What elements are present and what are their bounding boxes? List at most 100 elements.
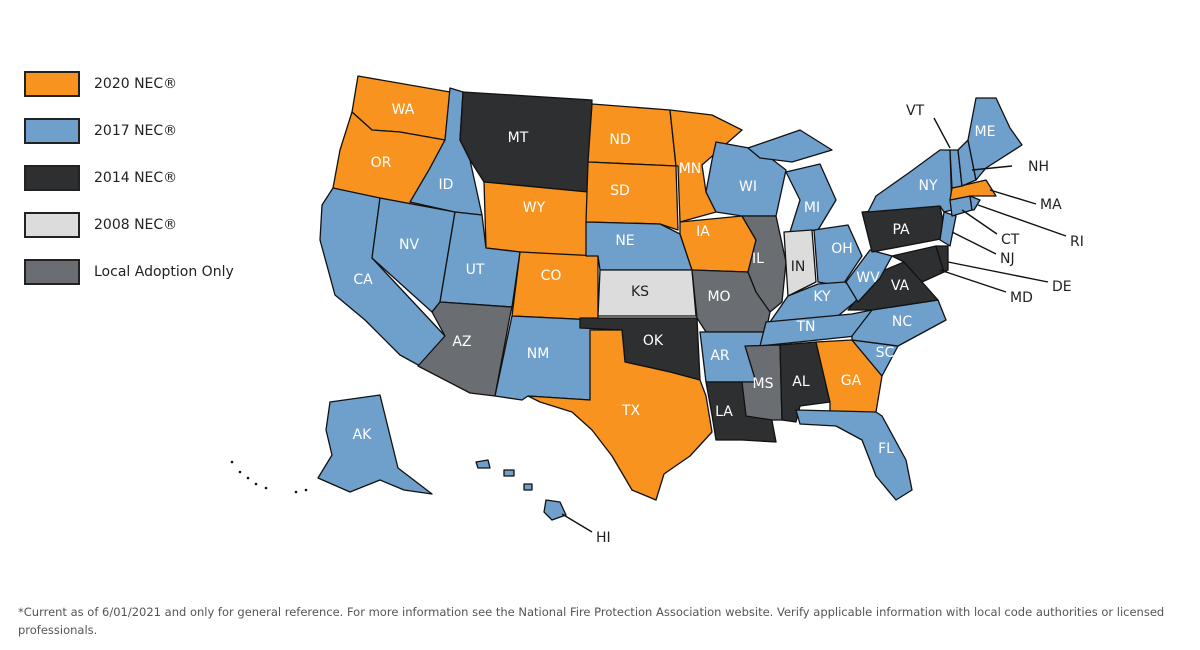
state-hi [503, 469, 515, 477]
state-label-ia: IA [696, 224, 710, 240]
alaska-island [238, 470, 242, 474]
state-label-hi: HI [596, 530, 611, 546]
state-label-sd: SD [610, 183, 630, 199]
state-de [935, 245, 949, 273]
state-hi [543, 499, 567, 521]
state-label-az: AZ [452, 334, 471, 350]
state-label-ca: CA [353, 272, 373, 288]
alaska-island [264, 486, 268, 490]
state-ny [867, 149, 953, 213]
state-label-ma: MA [1040, 197, 1062, 213]
state-label-ok: OK [643, 333, 664, 349]
footnote: *Current as of 6/01/2021 and only for ge… [18, 605, 1165, 637]
leader-line [989, 189, 1037, 205]
state-label-oh: OH [831, 241, 853, 257]
state-label-in: IN [791, 259, 806, 275]
state-label-ks: KS [631, 284, 649, 300]
state-label-mn: MN [679, 161, 702, 177]
legend-item-2014: 2014 NEC® [24, 154, 234, 201]
state-tx [527, 329, 713, 501]
legend-label: 2017 NEC® [94, 122, 178, 139]
state-label-ny: NY [918, 178, 937, 194]
state-label-pa: PA [892, 222, 910, 238]
state-label-me: ME [975, 124, 996, 140]
state-label-de: DE [1052, 279, 1072, 295]
state-in [783, 229, 817, 297]
alaska-island [254, 482, 258, 486]
state-co [511, 251, 599, 321]
state-ks [597, 269, 697, 317]
state-label-mo: MO [707, 289, 730, 305]
state-label-ar: AR [710, 348, 730, 364]
state-label-ak: AK [353, 427, 373, 443]
legend-item-2017: 2017 NEC® [24, 107, 234, 154]
state-label-wa: WA [392, 102, 415, 118]
state-label-fl: FL [878, 441, 894, 457]
state-label-ms: MS [753, 376, 774, 392]
state-ri [969, 195, 981, 211]
legend-label: Local Adoption Only [94, 263, 234, 280]
state-label-wi: WI [739, 179, 757, 195]
state-label-ky: KY [813, 289, 831, 305]
state-label-md: MD [1010, 290, 1033, 306]
legend-swatch [24, 258, 80, 285]
legend: 2020 NEC® 2017 NEC® 2014 NEC® 2008 NEC® … [24, 60, 234, 295]
state-sd [585, 161, 679, 231]
state-wy [483, 181, 589, 257]
state-label-nv: NV [399, 237, 419, 253]
legend-label: 2020 NEC® [94, 75, 178, 92]
leader-line [933, 117, 951, 149]
state-oh [813, 224, 863, 287]
legend-swatch [24, 117, 80, 144]
leader-line [939, 269, 1007, 293]
leader-line [561, 513, 593, 533]
alaska-island [294, 490, 298, 494]
state-label-ne: NE [615, 233, 634, 249]
state-label-co: CO [541, 268, 562, 284]
state-ma [949, 179, 997, 201]
state-label-mi: MI [804, 200, 820, 216]
state-label-ct: CT [1001, 232, 1020, 248]
state-mi [785, 163, 837, 233]
state-me [967, 97, 1023, 181]
state-label-va: VA [891, 278, 910, 294]
state-az [417, 301, 513, 397]
state-hi [523, 483, 533, 491]
state-label-nd: ND [609, 132, 630, 148]
state-label-nc: NC [892, 314, 912, 330]
legend-swatch [24, 70, 80, 97]
legend-label: 2008 NEC® [94, 216, 178, 233]
leader-line [961, 209, 998, 235]
alaska-island [246, 476, 250, 480]
legend-swatch [24, 164, 80, 191]
leader-line [951, 231, 997, 255]
state-label-il: IL [752, 251, 764, 267]
state-mi [747, 129, 833, 163]
state-label-sc: SC [876, 345, 895, 361]
state-label-tx: TX [621, 403, 641, 419]
state-label-wv: WV [856, 270, 880, 286]
leader-line [947, 261, 1049, 283]
state-ak [317, 394, 433, 495]
alaska-island [304, 488, 308, 492]
state-ia [679, 215, 757, 273]
state-wv [845, 249, 893, 303]
state-label-al: AL [792, 374, 810, 390]
state-label-ga: GA [841, 373, 862, 389]
state-label-ut: UT [466, 262, 485, 278]
state-label-wy: WY [523, 200, 546, 216]
state-label-nj: NJ [1000, 251, 1015, 267]
alaska-island [230, 460, 234, 464]
state-label-mt: MT [508, 130, 529, 146]
state-label-nh: NH [1028, 159, 1049, 175]
state-label-tn: TN [795, 319, 815, 335]
state-label-id: ID [439, 177, 454, 193]
legend-item-local: Local Adoption Only [24, 248, 234, 295]
state-fl [795, 409, 913, 501]
state-nd [587, 103, 677, 167]
state-label-la: LA [715, 404, 733, 420]
state-label-vt: VT [906, 103, 925, 119]
state-hi [475, 459, 491, 469]
state-label-or: OR [371, 155, 392, 171]
